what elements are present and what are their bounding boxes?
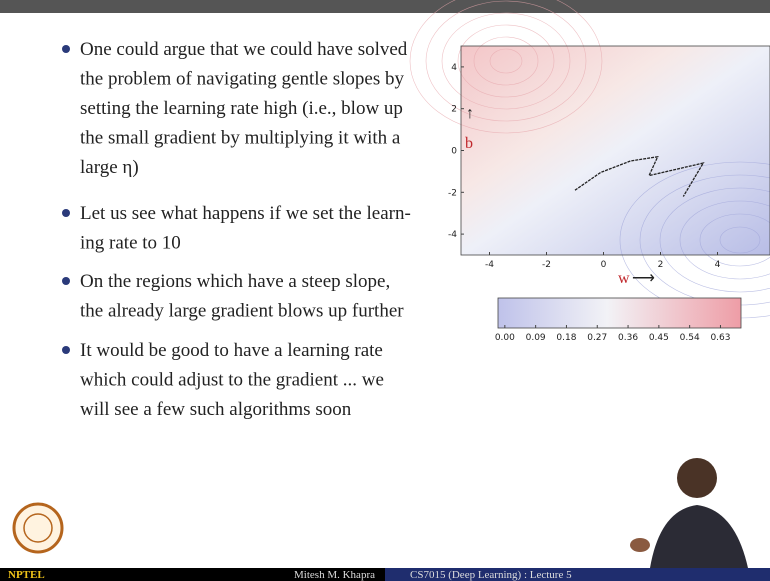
bullet-line: the small gradient by multiplying it wit… (80, 128, 401, 149)
y-axis-arrow: ↑ (466, 105, 474, 122)
bullet-line: One could argue that we could have solve… (80, 39, 408, 60)
speaker-video (600, 440, 770, 568)
y-tick-label: -4 (448, 230, 457, 240)
y-tick-label: 4 (451, 63, 457, 73)
x-tick-label: 2 (658, 260, 664, 270)
colorbar-tick-label: 0.36 (618, 333, 638, 343)
bullet-line: will see a few such algorithms soon (80, 399, 352, 420)
slide: -4 -2 0 2 4 -4 -2 0 2 4 w⟶ ↑ b 0.00 0.09 0.18 0.27 0.36 0.… (0, 0, 770, 581)
y-tick-label: 2 (451, 105, 457, 115)
colorbar-tick-label: 0.18 (556, 333, 576, 343)
bullet-line: On the regions which have a steep slope, (80, 271, 390, 292)
contour-plot: -4 -2 0 2 4 -4 -2 0 2 4 w⟶ ↑ b 0.00 0.09 0.18 0.27 0.36 0.… (410, 0, 770, 343)
bullet-line: which could adjust to the gradient ... w… (80, 370, 384, 391)
colorbar (498, 298, 741, 328)
bullet-dot (62, 209, 70, 217)
colorbar-tick-label: 0.54 (680, 333, 700, 343)
footer-course: CS7015 (Deep Learning) : Lecture 5 (410, 569, 572, 581)
bullet-line: ing rate to 10 (80, 233, 181, 254)
bullet-line: large η) (80, 157, 139, 178)
x-tick-label: 4 (715, 260, 721, 270)
x-tick-label: -4 (485, 260, 494, 270)
x-tick-label: -2 (542, 260, 551, 270)
colorbar-tick-label: 0.09 (526, 333, 546, 343)
colorbar-tick-label: 0.00 (495, 333, 515, 343)
contour-field (461, 46, 770, 255)
y-tick-label: -2 (448, 188, 457, 198)
footer-author: Mitesh M. Khapra (294, 569, 375, 581)
footer-logo: NPTEL (8, 569, 45, 581)
bullet-line: the problem of navigating gentle slopes … (80, 69, 404, 90)
top-bar (0, 0, 770, 13)
x-axis-label: w (618, 270, 630, 287)
bullets: One could argue that we could have solve… (62, 39, 411, 420)
bullet-line: Let us see what happens if we set the le… (80, 203, 411, 224)
bullet-dot (62, 45, 70, 53)
y-axis-label: b (465, 135, 473, 152)
logo (14, 504, 62, 552)
colorbar-tick-label: 0.45 (649, 333, 669, 343)
bullet-line: It would be good to have a learning rate (80, 340, 383, 361)
bullet-dot (62, 277, 70, 285)
bullet-line: setting the learning rate high (i.e., bl… (80, 98, 403, 119)
bullet-dot (62, 346, 70, 354)
bullet-line: the already large gradient blows up furt… (80, 301, 404, 322)
colorbar-tick-label: 0.27 (587, 333, 607, 343)
x-axis-arrow: ⟶ (632, 270, 655, 287)
colorbar-tick-label: 0.63 (710, 333, 730, 343)
x-tick-label: 0 (601, 260, 607, 270)
y-tick-label: 0 (451, 147, 457, 157)
